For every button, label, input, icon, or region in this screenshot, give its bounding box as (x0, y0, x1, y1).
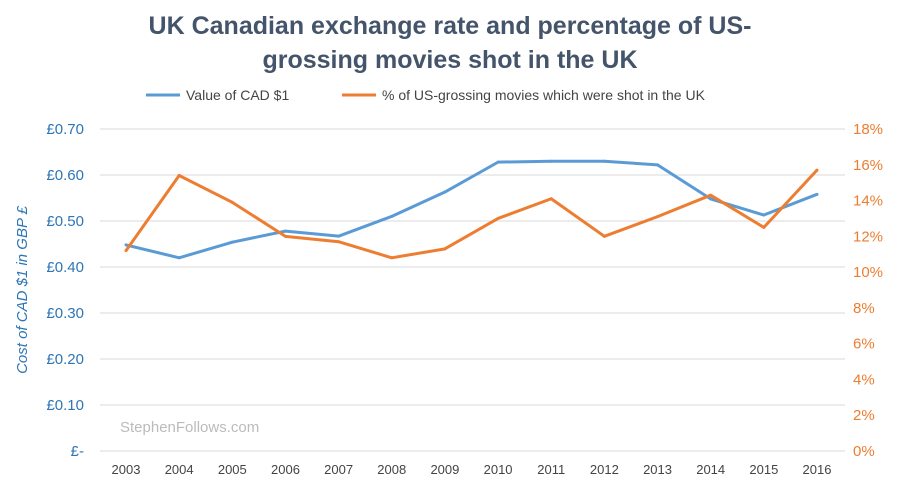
data-point (602, 159, 606, 163)
data-point (549, 159, 553, 163)
data-point (337, 240, 341, 244)
y2-tick-label: 6% (853, 336, 875, 353)
legend-label-percent: % of US-grossing movies which were shot … (382, 87, 706, 103)
x-tick-label: 2003 (112, 462, 141, 477)
x-tick-label: 2006 (271, 462, 300, 477)
data-point (177, 174, 181, 178)
y2-tick-label: 4% (853, 371, 875, 388)
data-point (124, 249, 128, 253)
x-tick-label: 2007 (324, 462, 353, 477)
y-axis-title: Cost of CAD $1 in GBP £ (14, 205, 31, 374)
chart-title-line1: UK Canadian exchange rate and percentage… (149, 12, 752, 40)
y2-tick-label: 18% (853, 121, 883, 138)
data-point (337, 234, 341, 238)
data-point (390, 214, 394, 218)
chart-title-line2: grossing movies shot in the UK (262, 46, 637, 74)
x-tick-label: 2014 (696, 462, 725, 477)
y-tick-label: £0.70 (46, 121, 84, 138)
data-point (177, 256, 181, 260)
data-point (230, 240, 234, 244)
y-tick-label: £0.10 (46, 397, 84, 414)
data-point (709, 193, 713, 197)
y-tick-label: £0.40 (46, 259, 84, 276)
watermark: StephenFollows.com (120, 419, 259, 436)
data-point (602, 234, 606, 238)
data-point (390, 256, 394, 260)
data-point (124, 243, 128, 247)
legend-label-cad: Value of CAD $1 (186, 87, 289, 103)
y-tick-label: £0.20 (46, 351, 84, 368)
data-point (762, 213, 766, 217)
data-point (656, 163, 660, 167)
y-tick-label: £0.30 (46, 305, 84, 322)
data-point (283, 229, 287, 233)
y-tick-label: £- (71, 443, 84, 460)
data-point (443, 190, 447, 194)
data-point (283, 234, 287, 238)
y-tick-label: £0.60 (46, 167, 84, 184)
data-point (230, 200, 234, 204)
y2-tick-label: 16% (853, 157, 883, 174)
x-tick-label: 2005 (218, 462, 247, 477)
x-tick-label: 2011 (537, 462, 565, 477)
y2-tick-label: 10% (853, 264, 883, 281)
data-point (762, 225, 766, 229)
data-point (549, 197, 553, 201)
series-line-percent (124, 169, 819, 260)
x-tick-label: 2004 (165, 462, 194, 477)
y2-tick-label: 8% (853, 300, 875, 317)
y-tick-label: £0.50 (46, 213, 84, 230)
data-point (709, 197, 713, 201)
data-point (815, 192, 819, 196)
y2-tick-label: 0% (853, 443, 875, 460)
data-point (496, 216, 500, 220)
data-point (815, 168, 819, 172)
data-point (443, 247, 447, 251)
data-point (656, 215, 660, 219)
y2-tick-label: 2% (853, 407, 875, 424)
x-tick-label: 2012 (590, 462, 619, 477)
x-tick-label: 2008 (377, 462, 406, 477)
series-line-cad (125, 159, 818, 260)
x-tick-label: 2009 (430, 462, 459, 477)
x-tick-label: 2010 (484, 462, 513, 477)
x-tick-label: 2016 (803, 462, 832, 477)
data-point (496, 160, 500, 164)
y2-tick-label: 14% (853, 193, 883, 210)
y2-tick-label: 12% (853, 228, 883, 245)
x-tick-label: 2015 (749, 462, 778, 477)
x-tick-label: 2013 (643, 462, 672, 477)
